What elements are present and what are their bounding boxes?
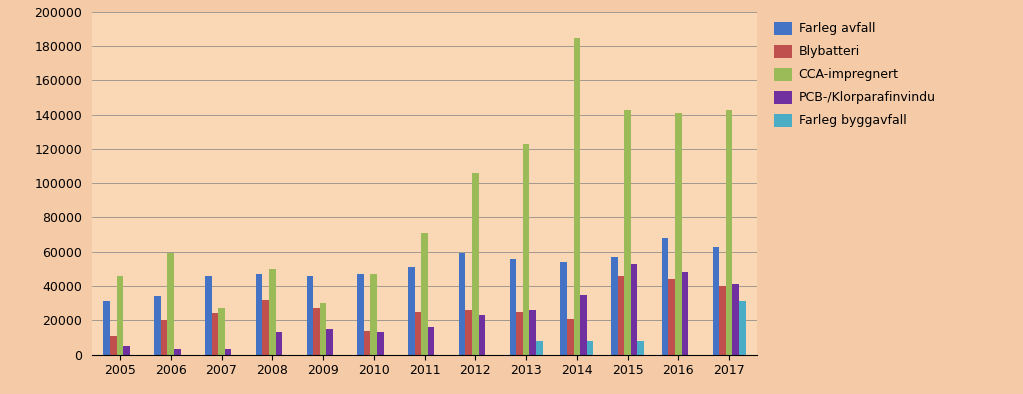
Bar — [713, 247, 719, 355]
Bar — [357, 274, 364, 355]
Legend: Farleg avfall, Blybatteri, CCA-impregnert, PCB-/Klorparafinvindu, Farleg byggavf: Farleg avfall, Blybatteri, CCA-impregner… — [770, 18, 939, 131]
Bar — [161, 320, 168, 355]
Bar — [458, 253, 465, 355]
Bar — [668, 279, 675, 355]
Bar — [681, 272, 688, 355]
Bar — [567, 319, 574, 355]
Bar — [218, 309, 225, 355]
Bar — [611, 257, 618, 355]
Bar — [168, 253, 174, 355]
Bar — [536, 341, 542, 355]
Bar — [117, 276, 124, 355]
Bar — [421, 233, 428, 355]
Bar — [275, 332, 282, 355]
Bar — [370, 274, 377, 355]
Bar — [364, 331, 370, 355]
Bar — [225, 349, 231, 355]
Bar — [103, 301, 110, 355]
Bar — [618, 276, 624, 355]
Bar — [529, 310, 536, 355]
Bar — [509, 258, 517, 355]
Bar — [637, 341, 644, 355]
Bar — [732, 284, 739, 355]
Bar — [154, 296, 161, 355]
Bar — [517, 312, 523, 355]
Bar — [256, 274, 262, 355]
Bar — [414, 312, 421, 355]
Bar — [428, 327, 435, 355]
Bar — [262, 300, 269, 355]
Bar — [725, 110, 732, 355]
Bar — [205, 276, 212, 355]
Bar — [561, 262, 567, 355]
Bar — [174, 349, 181, 355]
Bar — [408, 267, 414, 355]
Bar — [269, 269, 275, 355]
Bar — [523, 144, 529, 355]
Bar — [587, 341, 593, 355]
Bar — [313, 309, 320, 355]
Bar — [662, 238, 668, 355]
Bar — [574, 37, 580, 355]
Bar — [479, 315, 485, 355]
Bar — [465, 310, 472, 355]
Bar — [624, 110, 631, 355]
Bar — [472, 173, 479, 355]
Bar — [631, 264, 637, 355]
Bar — [719, 286, 725, 355]
Bar — [739, 301, 746, 355]
Bar — [377, 332, 384, 355]
Bar — [212, 314, 218, 355]
Bar — [124, 346, 130, 355]
Bar — [580, 295, 587, 355]
Bar — [307, 276, 313, 355]
Bar — [110, 336, 117, 355]
Bar — [320, 303, 326, 355]
Bar — [326, 329, 332, 355]
Bar — [675, 113, 681, 355]
